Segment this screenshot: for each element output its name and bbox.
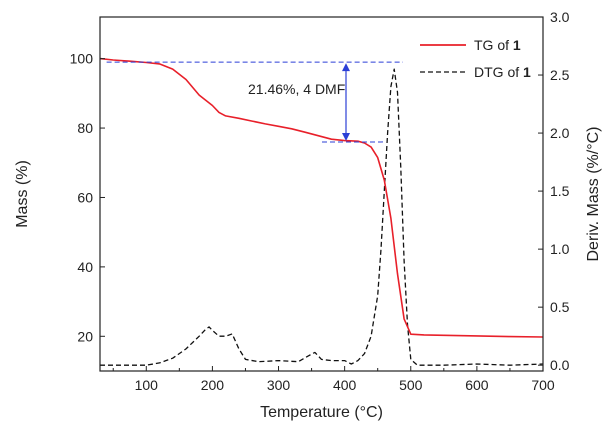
x-tick-label: 100 bbox=[135, 377, 159, 393]
y-right-tick-label: 1.5 bbox=[550, 183, 570, 199]
legend-label-bold: 1 bbox=[513, 37, 521, 53]
x-tick-label: 500 bbox=[399, 377, 423, 393]
y-right-tick-label: 0.0 bbox=[550, 357, 570, 373]
y-left-tick-label: 40 bbox=[77, 259, 93, 275]
legend-label-bold: 1 bbox=[523, 64, 531, 80]
legend-label: TG of 1 bbox=[474, 37, 521, 53]
y-right-tick-label: 2.0 bbox=[550, 125, 570, 141]
x-tick-label: 400 bbox=[333, 377, 357, 393]
annotation-label: 21.46%, 4 DMF bbox=[248, 81, 345, 97]
y-left-tick-label: 60 bbox=[77, 189, 93, 205]
y-left-axis-title: Mass (%) bbox=[14, 160, 31, 228]
y-right-axis-title: Deriv. Mass (%/°C) bbox=[585, 127, 602, 262]
annotation: 21.46%, 4 DMF bbox=[106, 61, 403, 143]
annotation-arrow-head-up bbox=[342, 63, 350, 72]
y-right-tick-label: 1.0 bbox=[550, 241, 570, 257]
tg-series bbox=[100, 57, 543, 338]
dtg-series bbox=[100, 68, 543, 366]
y-left-tick-label: 80 bbox=[77, 120, 93, 136]
y-left-tick-label: 100 bbox=[70, 51, 94, 67]
y-right-tick-label: 0.5 bbox=[550, 299, 570, 315]
y-right-tick-label: 3.0 bbox=[550, 9, 570, 25]
x-tick-label: 300 bbox=[267, 377, 291, 393]
x-tick-label: 200 bbox=[201, 377, 225, 393]
annotation-arrow-head-down bbox=[342, 132, 350, 141]
x-tick-label: 700 bbox=[531, 377, 555, 393]
plot-frame bbox=[99, 16, 544, 372]
series-line-tg-of-1 bbox=[100, 57, 543, 338]
axes: 100 200 300 400 500 600 700 20 40 60 80 100 0.0 0.5 1.… bbox=[14, 9, 602, 421]
legend-label-prefix: TG of bbox=[474, 37, 513, 53]
series-line-dtg-of-1 bbox=[100, 68, 543, 366]
legend-label: DTG of 1 bbox=[474, 64, 531, 80]
y-right-tick-label: 2.5 bbox=[550, 67, 570, 83]
legend-label-prefix: DTG of bbox=[474, 64, 523, 80]
y-left-tick-label: 20 bbox=[77, 328, 93, 344]
x-tick-label: 600 bbox=[465, 377, 489, 393]
x-axis-title: Temperature (°C) bbox=[260, 404, 383, 421]
